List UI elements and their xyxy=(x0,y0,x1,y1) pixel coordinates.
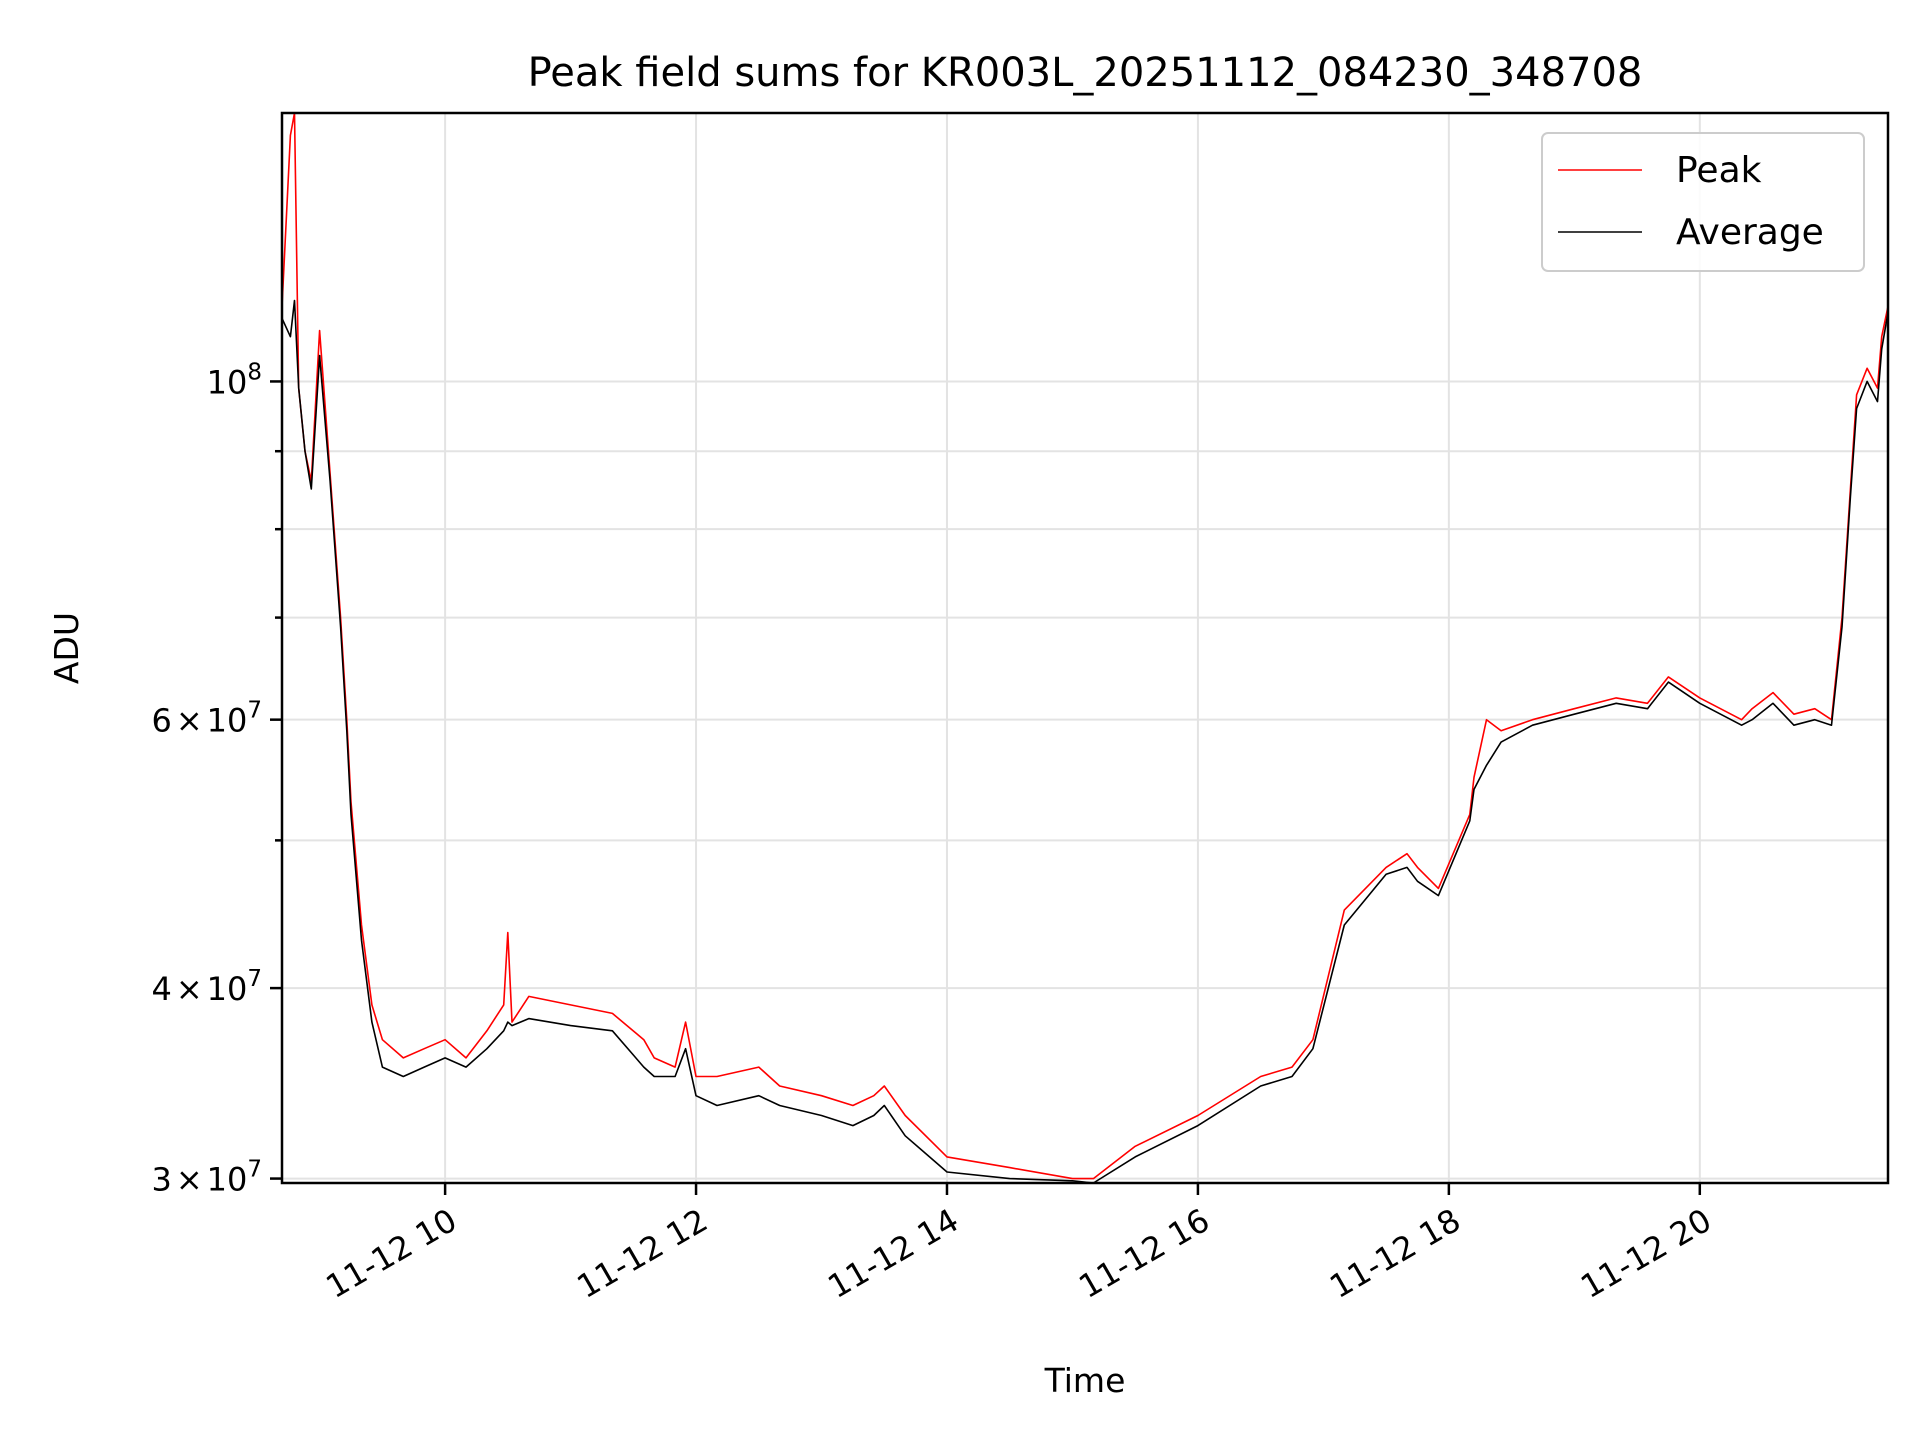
y-tick-label: 108 xyxy=(207,359,262,401)
legend-label-average: Average xyxy=(1676,212,1824,253)
series-line-average xyxy=(281,299,1889,1184)
y-tick-label: 3 × 107 xyxy=(151,1157,262,1199)
x-tick-label: 11-12 10 xyxy=(320,1201,464,1306)
x-axis-label: Time xyxy=(1044,1361,1126,1400)
legend-box xyxy=(1541,132,1865,272)
legend-label-peak: Peak xyxy=(1676,150,1762,191)
chart-title: Peak field sums for KR003L_20251112_0842… xyxy=(528,50,1643,96)
y-axis-ticks: 3 × 107 4 × 107 6 × 107 108 xyxy=(151,359,282,1199)
series-layer xyxy=(281,112,1889,1184)
series-line-peak xyxy=(281,112,1889,1180)
y-tick-label: 6 × 107 xyxy=(151,698,262,740)
y-gridlines xyxy=(282,380,1888,1180)
x-tick-label: 11-12 12 xyxy=(570,1201,714,1306)
x-tick-label: 11-12 16 xyxy=(1072,1201,1216,1306)
x-tick-label: 11-12 14 xyxy=(821,1201,965,1306)
x-axis-ticks: 11-12 10 11-12 12 11-12 14 11-12 16 11-12 18… xyxy=(320,1183,1718,1306)
x-tick-label: 11-12 20 xyxy=(1574,1201,1718,1306)
y-axis-label: ADU xyxy=(47,612,86,684)
y-tick-label: 4 × 107 xyxy=(151,966,262,1008)
x-tick-label: 11-12 18 xyxy=(1323,1201,1467,1306)
plot-frame xyxy=(280,111,1890,1185)
legend: Peak Average xyxy=(1541,132,1865,272)
x-gridlines xyxy=(444,113,1701,1183)
